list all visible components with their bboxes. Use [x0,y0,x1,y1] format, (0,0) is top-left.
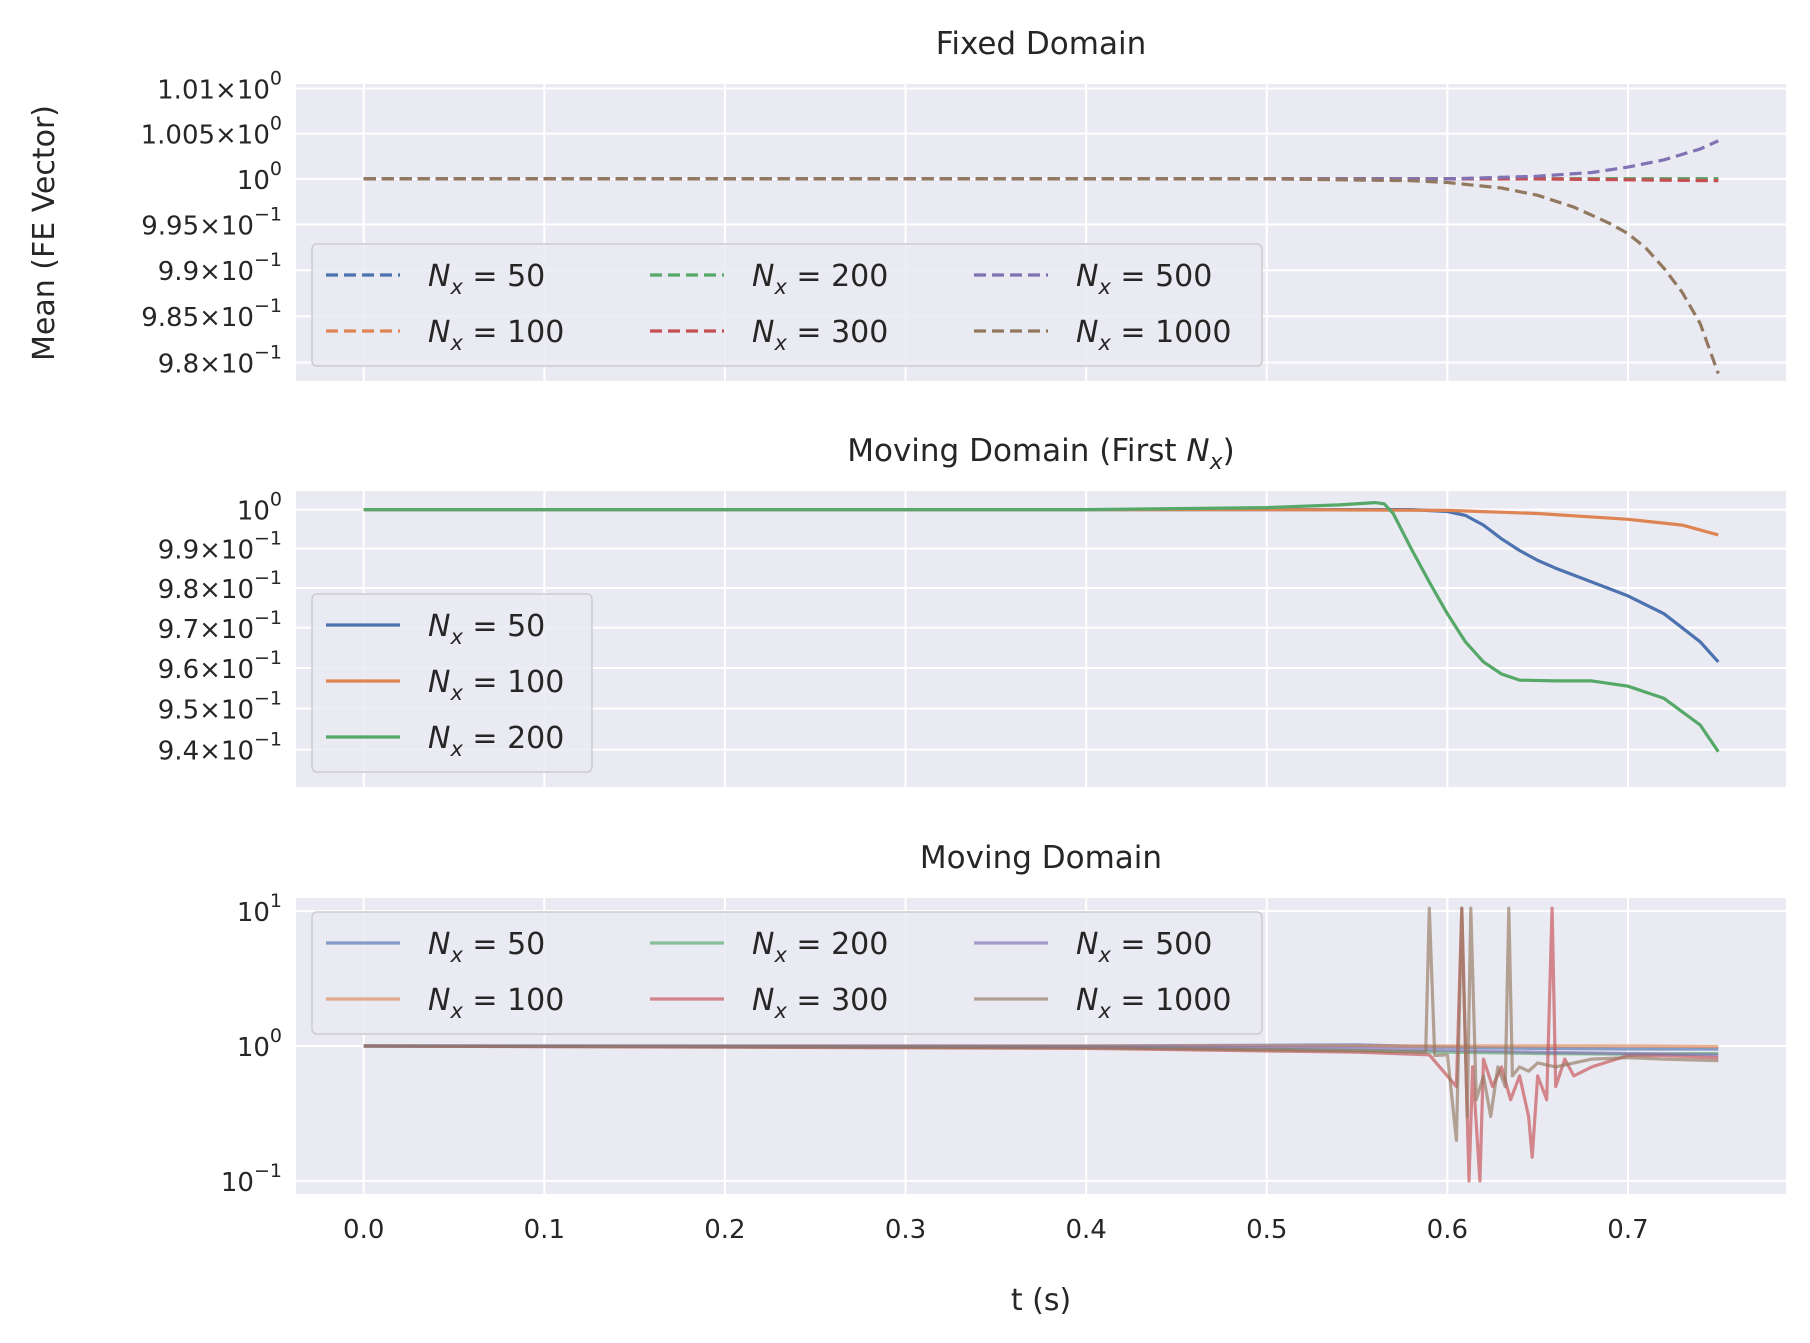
legend-label: Nx = 200 [752,927,888,967]
legend-frame [311,243,1263,367]
legend-label: Nx = 500 [1076,927,1212,967]
legend: Nx = 50 Nx = 100 Nx = 200 Nx = 300 Nx = 500 N… [311,243,1263,367]
y-tick-label: 9.8×10−1 [158,567,282,605]
y-tick-label: 9.4×10−1 [158,729,282,767]
series-line-nx-1000 [363,906,1719,1142]
y-tick-label: 9.9×10−1 [158,528,282,566]
y-tick-label: 100 [237,1025,282,1063]
legend-label: Nx = 100 [428,983,564,1023]
x-tick-label: 0.7 [1607,1215,1648,1245]
y-tick-label: 1.005×100 [141,113,282,151]
legend-label: Nx = 300 [752,983,888,1023]
x-tick-label: 0.4 [1065,1215,1106,1245]
y-tick-label: 101 [237,890,282,928]
legend-label: Nx = 50 [428,259,545,299]
y-tick-label: 9.8×10−1 [158,341,282,379]
legend-label: Nx = 1000 [1076,983,1231,1023]
figure-xlabel: t (s) [1011,1283,1071,1318]
series-line-nx-1000 [363,177,1720,375]
y-tick-label: 100 [237,489,282,527]
x-tick-label: 0.1 [524,1215,565,1245]
y-tick-label: 10−1 [221,1160,282,1198]
legend-frame [311,593,593,773]
series-group [363,906,1719,1183]
series-line-nx-100 [363,508,1719,537]
legend-label: Nx = 500 [1076,259,1212,299]
panel-2: 1009.9×10−19.8×10−19.7×10−19.6×10−19.5×1… [158,433,1786,787]
legend: Nx = 50 Nx = 100 Nx = 200 Nx = 300 Nx = 500 N… [311,911,1263,1035]
y-tick-label: 9.5×10−1 [158,688,282,726]
y-tick-label: 9.85×10−1 [141,295,282,333]
panel-title: Moving Domain [920,840,1162,876]
x-tick-label: 0.6 [1427,1215,1468,1245]
y-tick-label: 100 [237,158,282,196]
x-tick-label: 0.3 [885,1215,926,1245]
legend-label: Nx = 200 [428,721,564,761]
panel-1: 1.01×100 1.005×100 100 9.95×10−1 9.9×10−1 9.8… [141,26,1786,381]
legend-label: Nx = 1000 [1076,315,1231,355]
series-group [363,501,1720,753]
legend-label: Nx = 100 [428,315,564,355]
x-tick-label: 0.2 [704,1215,745,1245]
panel-title: Fixed Domain [936,26,1146,62]
series-line-nx-200 [363,501,1720,753]
x-tick-label: 0.5 [1246,1215,1287,1245]
y-tick-label: 9.7×10−1 [158,607,282,645]
panel-3: 101 100 10−1 0.0 0.1 0.2 0.3 0.4 0.5 0.6 0.7 Moving… [221,840,1786,1245]
figure-ylabel: Mean (FE Vector) [27,105,62,361]
legend-label: Nx = 200 [752,259,888,299]
legend-label: Nx = 50 [428,927,545,967]
legend: Nx = 50 Nx = 100 Nx = 200 [311,593,593,773]
y-tick-label: 9.6×10−1 [158,647,282,685]
series-group [363,139,1720,375]
y-tick-label: 1.01×100 [157,67,282,105]
panel-title: Moving Domain (First Nx) [847,433,1235,475]
legend-label: Nx = 300 [752,315,888,355]
y-tick-label: 9.95×10−1 [141,203,282,241]
legend-label: Nx = 50 [428,609,545,649]
legend-label: Nx = 100 [428,665,564,705]
series-line-nx-300 [363,177,1719,183]
panels: 1.01×1001.005×1001009.95×10−19.9×10−19.8… [141,26,1786,1245]
x-tick-label: 0.0 [343,1215,384,1245]
y-tick-label: 9.9×10−1 [158,249,282,287]
